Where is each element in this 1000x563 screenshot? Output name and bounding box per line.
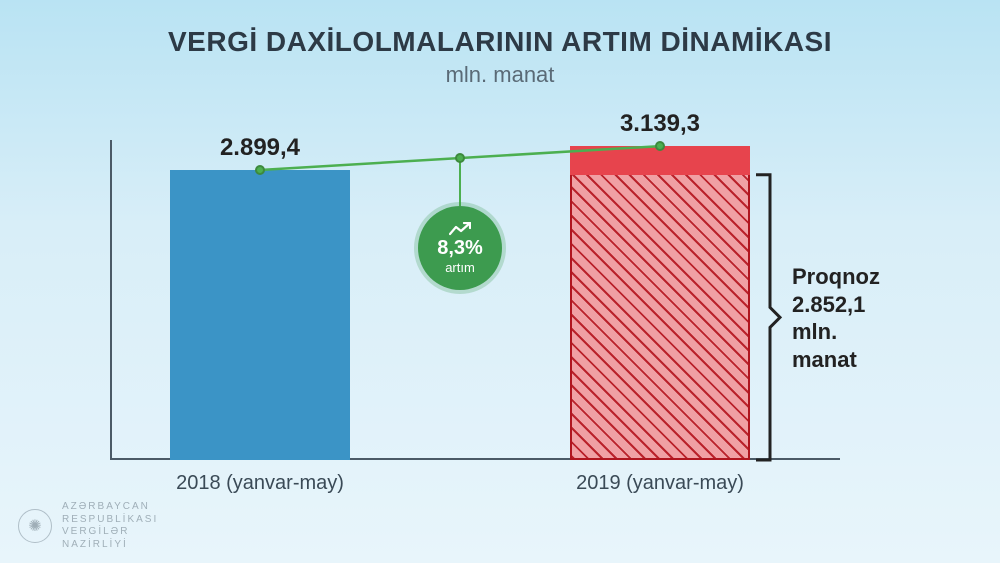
chart-title: VERGİ DAXİLOLMALARININ ARTIM DİNAMİKASI [0,26,1000,58]
bar-2019-x-label: 2019 (yanvar-may) [540,472,780,495]
footer-line-0: AZƏRBAYCAN [62,501,158,514]
trend-dot-mid [455,153,465,163]
trend-dot-2019 [655,141,665,151]
growth-label: artım [445,260,475,275]
trend-dot-2018 [255,165,265,175]
footer-org-text: AZƏRBAYCAN RESPUBLİKASI VERGİLƏR NAZİRLİ… [62,501,158,551]
footer-line-3: NAZİRLİYİ [62,539,158,552]
growth-percent: 8,3% [437,238,483,258]
forecast-label-line-0: Proqnoz [792,263,880,291]
footer-line-1: RESPUBLİKASI [62,514,158,527]
forecast-label: Proqnoz 2.852,1 mln. manat [792,263,880,373]
seal-icon: ✺ [18,509,52,543]
chart-area: 2.899,4 2018 (yanvar-may) 3.139,3 2019 (… [110,140,830,460]
bar-2018-x-label: 2018 (yanvar-may) [140,472,380,495]
footer-org: ✺ AZƏRBAYCAN RESPUBLİKASI VERGİLƏR NAZİR… [18,501,158,551]
footer-line-2: VERGİLƏR [62,526,158,539]
forecast-label-line-1: 2.852,1 [792,291,880,319]
bar-2019-value-label: 3.139,3 [560,110,760,138]
forecast-label-line-2: mln. [792,318,880,346]
arrow-up-icon [449,222,471,236]
trend-line [110,140,830,460]
forecast-bracket [756,140,786,460]
forecast-label-line-3: manat [792,346,880,374]
growth-badge: 8,3% artım [418,206,502,290]
chart-subtitle: mln. manat [0,62,1000,88]
